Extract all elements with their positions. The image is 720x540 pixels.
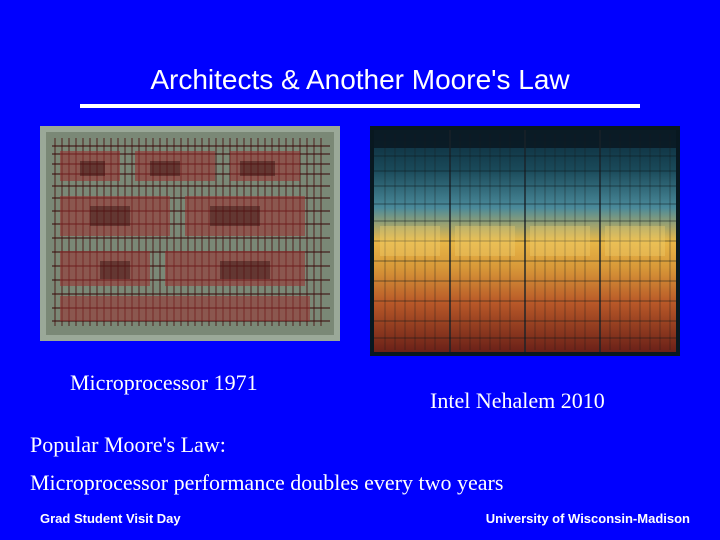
chip-image-2010 bbox=[370, 126, 680, 356]
title-underline bbox=[80, 104, 640, 108]
caption-right: Intel Nehalem 2010 bbox=[430, 388, 605, 414]
chip-image-1971 bbox=[40, 126, 340, 356]
footer-right: University of Wisconsin-Madison bbox=[486, 511, 690, 526]
images-row bbox=[0, 126, 720, 356]
footer-left: Grad Student Visit Day bbox=[40, 511, 181, 526]
body-line-2: Microprocessor performance doubles every… bbox=[30, 470, 503, 496]
slide-title: Architects & Another Moore's Law bbox=[0, 0, 720, 104]
body-line-1: Popular Moore's Law: bbox=[30, 432, 226, 458]
caption-left: Microprocessor 1971 bbox=[70, 370, 258, 396]
